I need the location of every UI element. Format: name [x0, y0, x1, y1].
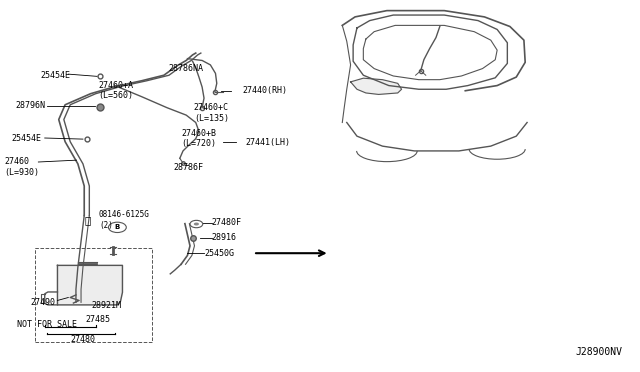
- Text: 28916: 28916: [212, 233, 237, 242]
- Text: 28921M: 28921M: [92, 301, 122, 311]
- Text: 27460+A
(L=560): 27460+A (L=560): [99, 81, 133, 100]
- Text: 27460+B
(L=720): 27460+B (L=720): [182, 129, 217, 148]
- Text: 25454E: 25454E: [41, 71, 71, 80]
- Text: 27490: 27490: [30, 298, 55, 307]
- Text: 27480F: 27480F: [212, 218, 242, 227]
- Text: B: B: [115, 224, 120, 230]
- Polygon shape: [58, 265, 122, 305]
- Text: Ⓑ: Ⓑ: [85, 215, 91, 225]
- Text: 27480: 27480: [70, 335, 95, 344]
- Text: 28786NA: 28786NA: [168, 64, 204, 73]
- Polygon shape: [351, 78, 401, 94]
- Text: 28786F: 28786F: [173, 163, 204, 172]
- Circle shape: [194, 222, 199, 225]
- Text: 27460
(L=930): 27460 (L=930): [4, 157, 40, 176]
- Text: 27440(RH): 27440(RH): [243, 86, 287, 94]
- Text: 27460+C
(L=135): 27460+C (L=135): [194, 103, 229, 123]
- Text: J28900NV: J28900NV: [576, 347, 623, 357]
- Text: 08146-6125G
(2): 08146-6125G (2): [99, 210, 150, 230]
- Text: NOT FOR SALE: NOT FOR SALE: [17, 320, 77, 329]
- Text: 25454E: 25454E: [11, 134, 41, 142]
- Text: 27485: 27485: [86, 315, 111, 324]
- Text: 27441(LH): 27441(LH): [246, 138, 291, 147]
- Text: 25450G: 25450G: [204, 249, 234, 258]
- Text: 28796N: 28796N: [15, 101, 45, 110]
